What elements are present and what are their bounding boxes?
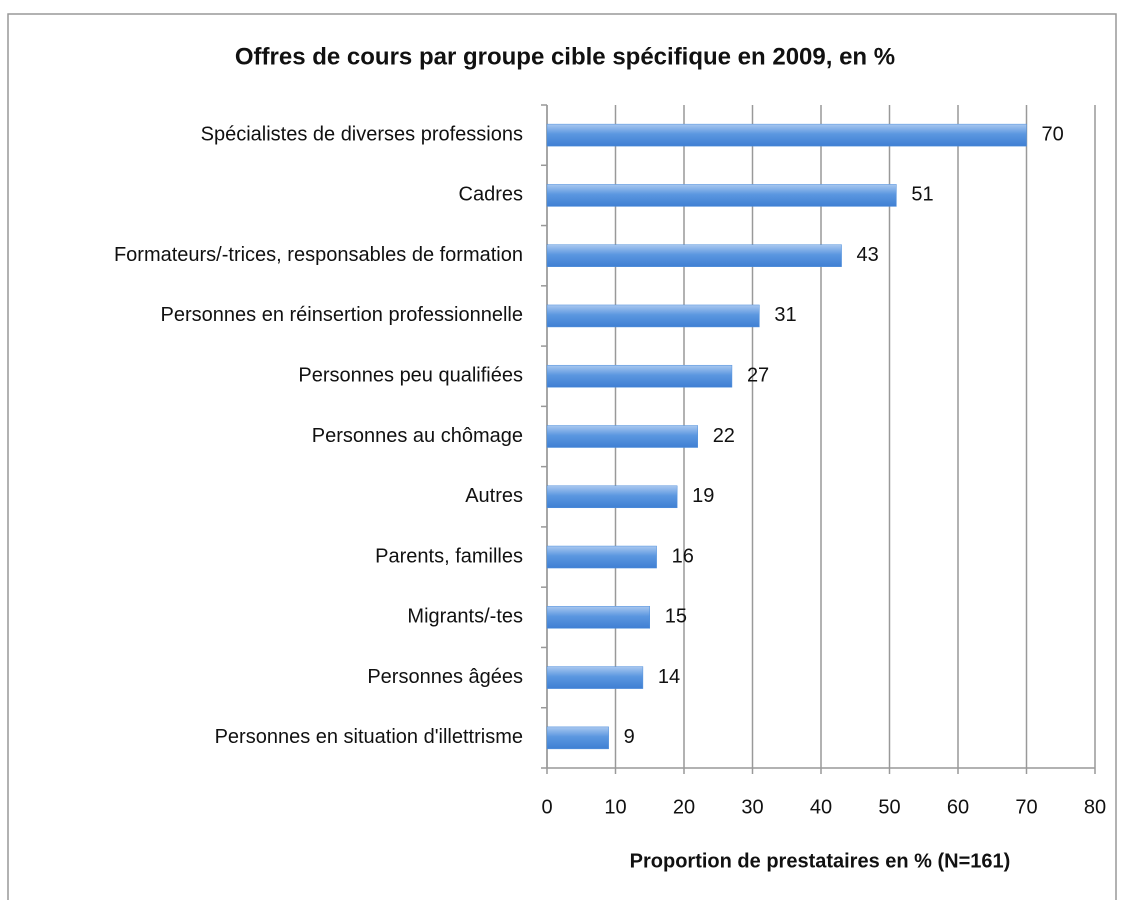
bar — [546, 666, 644, 689]
value-label: 16 — [672, 545, 694, 567]
x-tick-label: 60 — [947, 796, 969, 818]
bar — [546, 244, 842, 267]
value-label: 70 — [1042, 123, 1064, 145]
bar — [546, 726, 609, 750]
value-label: 15 — [665, 606, 687, 628]
y-tick-label: Autres — [465, 485, 523, 507]
bar — [546, 364, 733, 388]
bar — [546, 545, 657, 569]
y-tick-label: Parents, familles — [375, 545, 523, 567]
bar — [546, 304, 760, 328]
bar — [546, 184, 897, 207]
x-tick-label: 30 — [741, 796, 763, 818]
y-tick-label: Personnes peu qualifiées — [298, 365, 523, 387]
y-tick-label: Cadres — [459, 184, 523, 206]
value-label: 31 — [774, 304, 796, 326]
value-label: 22 — [713, 425, 735, 447]
value-label: 43 — [857, 244, 879, 266]
y-tick-label: Migrants/-tes — [407, 606, 523, 628]
value-label: 51 — [911, 184, 933, 206]
y-tick-label: Spécialistes de diverses professions — [201, 123, 523, 145]
x-axis-title: Proportion de prestataires en % (N=161) — [630, 850, 1011, 872]
x-tick-label: 40 — [810, 796, 832, 818]
value-label: 27 — [747, 365, 769, 387]
x-tick-label: 80 — [1084, 796, 1106, 818]
bar — [546, 485, 678, 509]
value-label: 9 — [624, 726, 635, 748]
value-label: 14 — [658, 666, 680, 688]
x-tick-label: 50 — [878, 796, 900, 818]
x-tick-label: 20 — [673, 796, 695, 818]
y-tick-label: Personnes en réinsertion professionnelle — [161, 304, 523, 326]
chart-title: Offres de cours par groupe cible spécifi… — [235, 43, 895, 70]
y-tick-label: Personnes âgées — [367, 666, 523, 688]
bar — [546, 425, 698, 448]
bar — [546, 606, 650, 629]
bar — [546, 123, 1027, 147]
value-label: 19 — [692, 485, 714, 507]
y-tick-label: Formateurs/-trices, responsables de form… — [114, 244, 523, 266]
frame — [7, 13, 1117, 900]
x-tick-label: 0 — [541, 796, 552, 818]
x-tick-label: 10 — [604, 796, 626, 818]
y-tick-label: Personnes en situation d'illettrisme — [215, 726, 523, 748]
y-tick-label: Personnes au chômage — [312, 425, 523, 447]
x-tick-label: 70 — [1015, 796, 1037, 818]
